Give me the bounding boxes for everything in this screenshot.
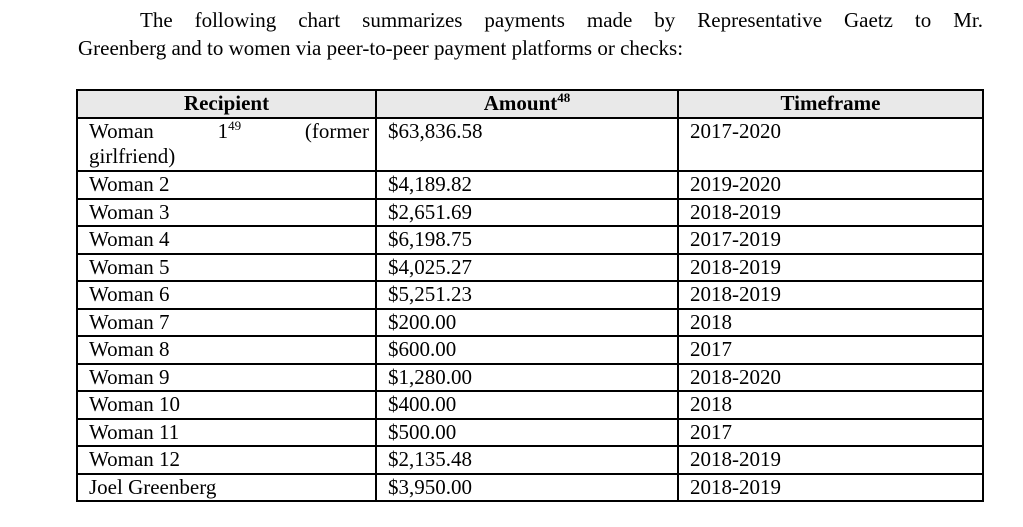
cell-recipient: Joel Greenberg <box>76 472 377 502</box>
recipient-line-2: girlfriend) <box>89 144 176 168</box>
cell-timeframe: 2018-2019 <box>677 252 984 282</box>
recipient-word: Woman <box>89 119 154 143</box>
cell-recipient: Woman 10 <box>76 390 377 420</box>
header-timeframe-label: Timeframe <box>780 91 881 115</box>
cell-recipient: Woman 8 <box>76 335 377 365</box>
cell-amount: $1,280.00 <box>375 362 679 392</box>
cell-recipient: Woman 11 <box>76 417 377 447</box>
recipient-number-text: 1 <box>217 119 229 143</box>
cell-recipient: Woman 12 <box>76 445 377 475</box>
table-row: Woman 4 $6,198.75 2017-2019 <box>76 225 984 255</box>
cell-timeframe: 2018-2019 <box>677 197 984 227</box>
header-recipient-label: Recipient <box>183 91 270 115</box>
table-row: Woman 10 $400.00 2018 <box>76 390 984 420</box>
cell-timeframe: 2018-2019 <box>677 280 984 310</box>
cell-amount: $2,135.48 <box>375 445 679 475</box>
recipient-line-1: Woman 149 (former <box>89 118 369 144</box>
table-row: Woman 8 $600.00 2017 <box>76 335 984 365</box>
cell-amount: $63,836.58 <box>375 117 679 172</box>
cell-recipient: Woman 3 <box>76 197 377 227</box>
cell-recipient: Woman 7 <box>76 307 377 337</box>
cell-timeframe: 2018-2020 <box>677 362 984 392</box>
header-amount: Amount48 <box>375 89 679 119</box>
cell-amount: $500.00 <box>375 417 679 447</box>
table-row: Woman 2 $4,189.82 2019-2020 <box>76 170 984 200</box>
table-row: Joel Greenberg $3,950.00 2018-2019 <box>76 472 984 502</box>
cell-timeframe: 2017-2020 <box>677 117 984 172</box>
cell-timeframe: 2017-2019 <box>677 225 984 255</box>
cell-timeframe: 2018-2019 <box>677 445 984 475</box>
table-body: Woman 149 (former girlfriend) $63,836.58… <box>76 117 984 502</box>
table-row: Woman 9 $1,280.00 2018-2020 <box>76 362 984 392</box>
recipient-footnote-ref: 49 <box>228 118 242 133</box>
cell-timeframe: 2017 <box>677 335 984 365</box>
table-row: Woman 11 $500.00 2017 <box>76 417 984 447</box>
recipient-word: (former <box>304 119 369 143</box>
cell-amount: $400.00 <box>375 390 679 420</box>
cell-timeframe: 2018 <box>677 307 984 337</box>
recipient-number: 149 <box>217 118 242 144</box>
cell-amount: $3,950.00 <box>375 472 679 502</box>
table-row: Woman 7 $200.00 2018 <box>76 307 984 337</box>
amount-footnote-ref: 48 <box>557 90 571 105</box>
cell-recipient: Woman 5 <box>76 252 377 282</box>
payments-table: Recipient Amount48 Timeframe Woman 149 (… <box>76 89 984 502</box>
header-recipient: Recipient <box>76 89 377 119</box>
cell-recipient: Woman 2 <box>76 170 377 200</box>
cell-timeframe: 2018-2019 <box>677 472 984 502</box>
table-header-row: Recipient Amount48 Timeframe <box>76 89 984 119</box>
cell-timeframe: 2017 <box>677 417 984 447</box>
cell-amount: $200.00 <box>375 307 679 337</box>
cell-timeframe: 2019-2020 <box>677 170 984 200</box>
cell-amount: $5,251.23 <box>375 280 679 310</box>
header-amount-label: Amount <box>483 91 558 115</box>
table-row-woman-1: Woman 149 (former girlfriend) $63,836.58… <box>76 117 984 172</box>
intro-line-1: The following chart summarizes payments … <box>140 8 983 32</box>
table-row: Woman 6 $5,251.23 2018-2019 <box>76 280 984 310</box>
cell-amount: $2,651.69 <box>375 197 679 227</box>
cell-amount: $4,025.27 <box>375 252 679 282</box>
table-row: Woman 5 $4,025.27 2018-2019 <box>76 252 984 282</box>
cell-recipient: Woman 149 (former girlfriend) <box>76 117 377 172</box>
cell-recipient: Woman 9 <box>76 362 377 392</box>
intro-line-2: Greenberg and to women via peer-to-peer … <box>78 36 684 60</box>
cell-amount: $6,198.75 <box>375 225 679 255</box>
header-timeframe: Timeframe <box>677 89 984 119</box>
cell-timeframe: 2018 <box>677 390 984 420</box>
table-row: Woman 12 $2,135.48 2018-2019 <box>76 445 984 475</box>
cell-recipient: Woman 4 <box>76 225 377 255</box>
intro-paragraph: The following chart summarizes payments … <box>78 6 983 62</box>
cell-amount: $4,189.82 <box>375 170 679 200</box>
table-row: Woman 3 $2,651.69 2018-2019 <box>76 197 984 227</box>
cell-amount: $600.00 <box>375 335 679 365</box>
cell-recipient: Woman 6 <box>76 280 377 310</box>
